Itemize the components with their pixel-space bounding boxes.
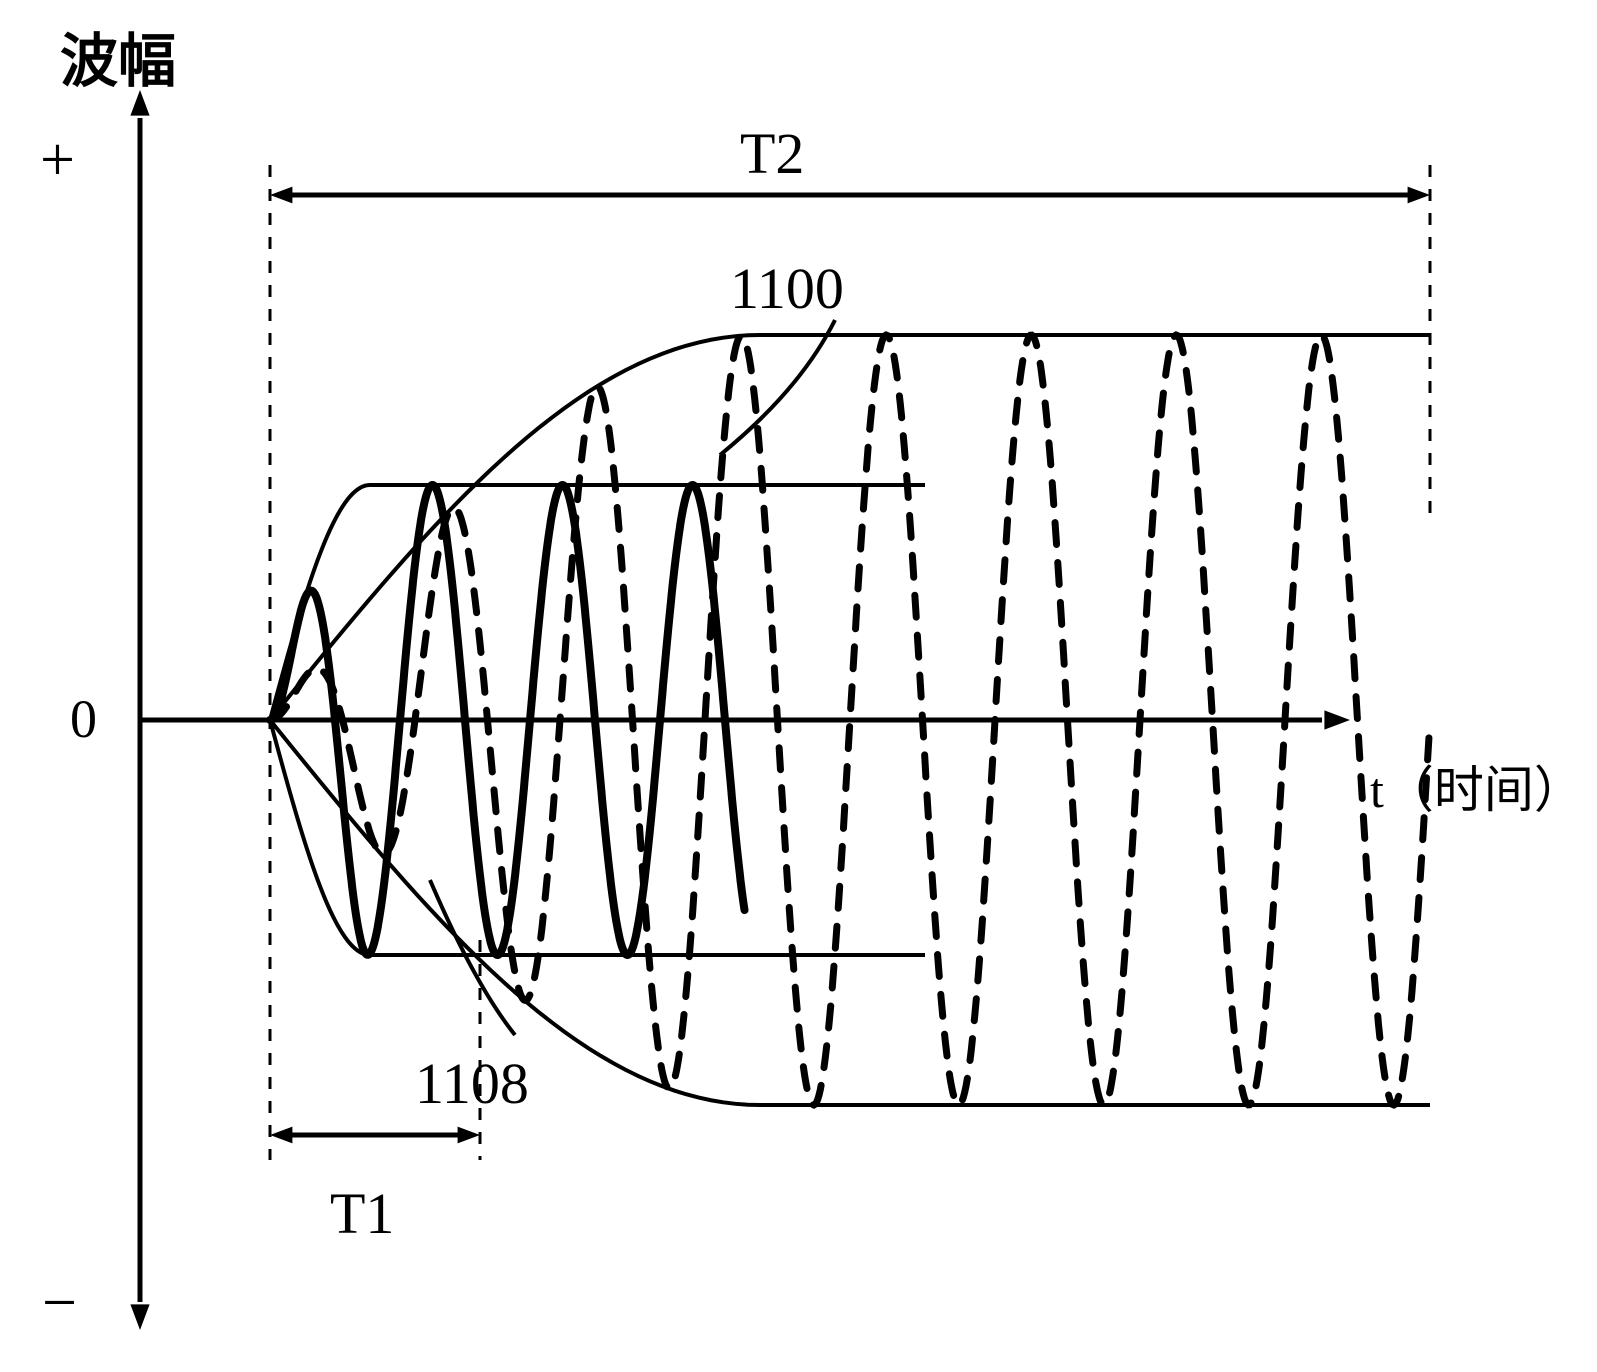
y-axis-plus: + <box>40 125 75 196</box>
y-axis-minus: − <box>42 1268 77 1339</box>
x-axis-label: t（时间） <box>1370 750 1584 822</box>
callout-1100-label: 1100 <box>730 255 844 322</box>
y-axis-zero: 0 <box>70 688 97 750</box>
dimension-t1-label: T1 <box>330 1180 394 1247</box>
callout-1108-label: 1108 <box>415 1050 529 1117</box>
y-axis-title: 波幅 <box>60 14 176 98</box>
dimension-t2-label: T2 <box>740 120 804 187</box>
